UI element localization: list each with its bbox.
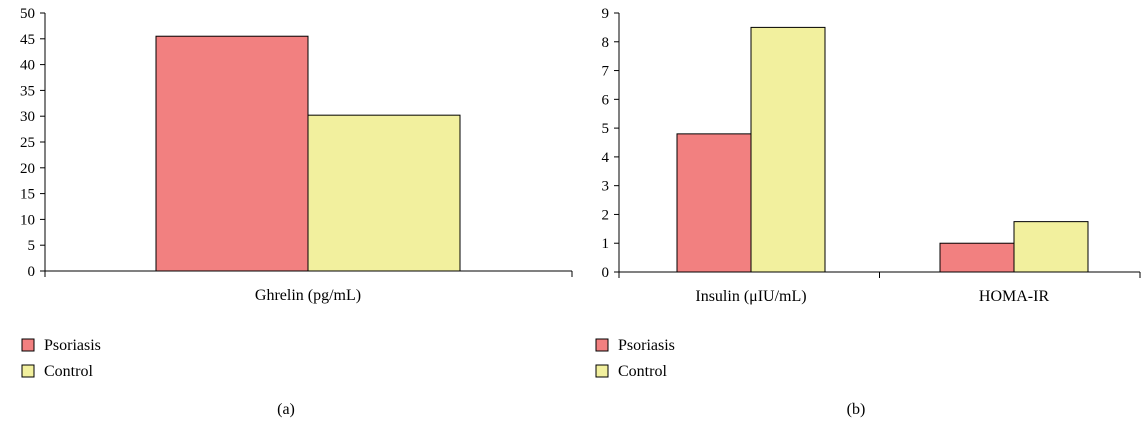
legend-label-psoriasis: Psoriasis — [618, 337, 675, 354]
x-category-label: HOMA-IR — [979, 288, 1050, 305]
y-tick-label: 7 — [602, 64, 610, 80]
legend-swatch-control — [595, 364, 609, 378]
x-category-label: Insulin (μIU/mL) — [695, 288, 806, 305]
bar-psoriasis-0 — [676, 133, 752, 273]
chart-panel-b: 0 1 2 3 4 5 6 7 8 9 Insulin (μIU/mL) HOMA-IR Psorias… — [595, 6, 1141, 418]
y-tick-label: 1 — [602, 236, 610, 252]
y-tick-label: 6 — [602, 92, 610, 108]
y-tick-label: 25 — [20, 135, 35, 151]
y-tick-label: 5 — [28, 238, 36, 254]
bar-control-0 — [307, 114, 461, 272]
panel-label: (a) — [277, 401, 295, 418]
y-tick-label: 5 — [602, 121, 610, 137]
y-tick-label: 0 — [602, 265, 610, 281]
y-tick-label: 3 — [602, 179, 610, 195]
y-tick-label: 50 — [20, 6, 35, 22]
bar-psoriasis-0 — [155, 35, 309, 272]
y-tick-label: 8 — [602, 35, 610, 51]
panel-label: (b) — [847, 401, 866, 418]
y-tick-label: 9 — [602, 6, 610, 22]
legend-label-control: Control — [618, 363, 667, 380]
legend-swatch-psoriasis — [595, 338, 609, 352]
y-tick-label: 15 — [20, 187, 35, 203]
y-tick-label: 35 — [20, 83, 35, 99]
y-tick-label: 4 — [602, 150, 610, 166]
bar-control-0 — [750, 26, 826, 273]
legend-swatch-control — [21, 364, 35, 378]
y-tick-label: 45 — [20, 32, 35, 48]
y-tick-label: 20 — [20, 161, 35, 177]
y-tick-label: 2 — [602, 207, 610, 223]
chart-panel-a: 0 5 10 15 20 25 30 35 40 45 50 Ghrelin (pg/mL) Psori… — [20, 6, 573, 418]
bar-psoriasis-1 — [939, 242, 1015, 273]
bar-control-1 — [1013, 221, 1089, 273]
y-tick-label: 0 — [28, 264, 36, 280]
legend-label-control: Control — [44, 363, 93, 380]
legend-label-psoriasis: Psoriasis — [44, 337, 101, 354]
x-category-label: Ghrelin (pg/mL) — [255, 287, 361, 304]
y-tick-label: 40 — [20, 58, 35, 74]
y-tick-label: 30 — [20, 109, 35, 125]
y-tick-label: 10 — [20, 212, 35, 228]
legend-swatch-psoriasis — [21, 338, 35, 352]
